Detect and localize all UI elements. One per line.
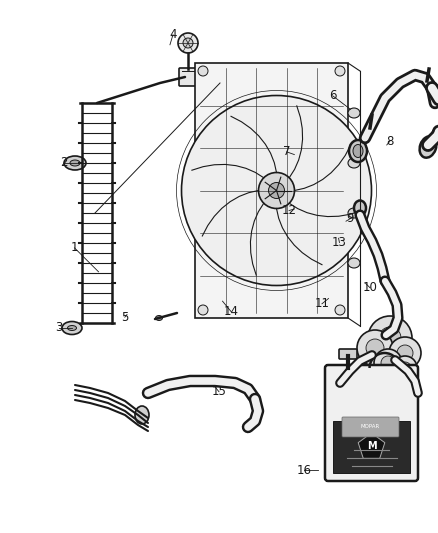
Circle shape (399, 362, 411, 374)
Ellipse shape (349, 140, 367, 162)
Circle shape (357, 330, 393, 366)
Text: 16: 16 (297, 464, 312, 477)
Circle shape (368, 316, 412, 360)
FancyBboxPatch shape (325, 365, 418, 481)
Circle shape (374, 349, 402, 377)
Text: MOPAR: MOPAR (361, 424, 380, 430)
Text: 5: 5 (121, 311, 128, 324)
Text: 8: 8 (386, 135, 393, 148)
Text: 15: 15 (212, 385, 226, 398)
Circle shape (335, 66, 345, 76)
Ellipse shape (70, 160, 80, 166)
Circle shape (335, 305, 345, 315)
Circle shape (198, 305, 208, 315)
Circle shape (181, 95, 371, 286)
Ellipse shape (348, 208, 360, 218)
Ellipse shape (135, 406, 149, 424)
Ellipse shape (353, 144, 363, 157)
Circle shape (178, 33, 198, 53)
Circle shape (389, 337, 421, 369)
Text: 2: 2 (60, 156, 67, 169)
Text: 11: 11 (314, 297, 329, 310)
Ellipse shape (155, 316, 162, 320)
FancyBboxPatch shape (179, 68, 197, 86)
Text: 1: 1 (71, 241, 78, 254)
Circle shape (258, 173, 294, 208)
Ellipse shape (64, 156, 86, 170)
Circle shape (268, 182, 285, 198)
Circle shape (381, 356, 395, 370)
Text: 12: 12 (282, 204, 297, 217)
Circle shape (393, 356, 417, 380)
Ellipse shape (348, 108, 360, 118)
Circle shape (379, 327, 401, 349)
Ellipse shape (354, 200, 366, 215)
Ellipse shape (62, 321, 82, 335)
Circle shape (198, 66, 208, 76)
Text: 4: 4 (169, 28, 177, 41)
Circle shape (183, 38, 193, 48)
Text: 10: 10 (363, 281, 378, 294)
Polygon shape (195, 63, 348, 318)
Circle shape (366, 339, 384, 357)
Text: 6: 6 (329, 90, 337, 102)
FancyBboxPatch shape (342, 417, 399, 437)
Ellipse shape (420, 136, 436, 158)
Ellipse shape (67, 326, 77, 330)
Text: 7: 7 (283, 146, 291, 158)
FancyBboxPatch shape (333, 421, 410, 473)
Ellipse shape (348, 158, 360, 168)
Ellipse shape (348, 258, 360, 268)
Text: M: M (367, 441, 376, 451)
Text: 3: 3 (56, 321, 63, 334)
Circle shape (397, 345, 413, 361)
Text: 14: 14 (224, 305, 239, 318)
Text: 9: 9 (346, 212, 354, 225)
Text: 13: 13 (332, 236, 347, 249)
FancyBboxPatch shape (339, 349, 357, 359)
